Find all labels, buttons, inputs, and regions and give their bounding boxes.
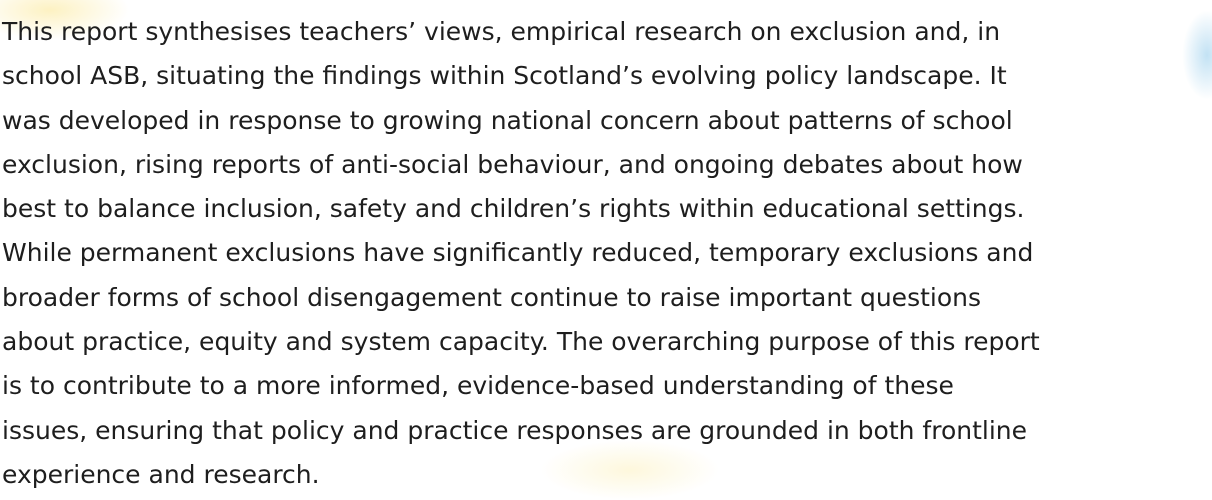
text-line: best to balance inclusion, safety and ch… (2, 194, 1025, 224)
text-line: was developed in response to growing nat… (2, 105, 1013, 135)
decoration (1182, 10, 1212, 100)
text-line: While permanent exclusions have signific… (2, 238, 1034, 268)
text-line: This report synthesises teachers’ views,… (2, 17, 1001, 46)
text-line: exclusion, rising reports of anti-social… (2, 149, 1023, 179)
text-line: is to contribute to a more informed, evi… (2, 371, 954, 401)
text-line: experience and research. (2, 459, 320, 489)
decoration (540, 440, 720, 500)
text-line: about practice, equity and system capaci… (2, 327, 1040, 357)
paragraph: This report synthesises teachers’ views,… (2, 10, 1040, 497)
text-line: school ASB, situating the findings withi… (2, 61, 1007, 91)
text-line: issues, ensuring that policy and practic… (2, 415, 1028, 445)
decoration (0, 0, 130, 40)
text-line: broader forms of school disengagement co… (2, 282, 982, 312)
